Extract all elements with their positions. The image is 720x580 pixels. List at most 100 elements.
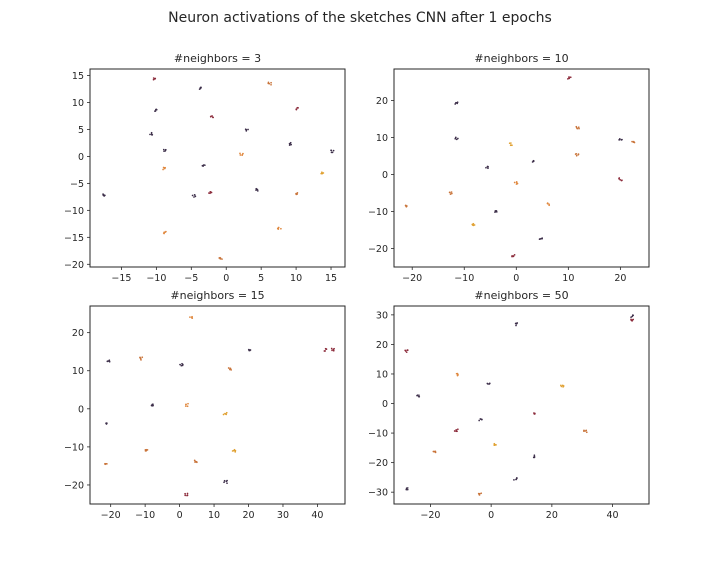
x-tick-label: −20: [101, 510, 121, 521]
x-tick-label: −20: [402, 273, 422, 284]
subplot-2: #neighbors = 10 −20 −10 0 10 20 −20 −10 0 10 20: [368, 52, 650, 284]
scatter-point: [575, 125, 578, 128]
cluster: [193, 459, 198, 464]
scatter-point: [154, 110, 157, 112]
scatter-point: [569, 76, 572, 79]
scatter-point: [456, 102, 459, 105]
cluster: [162, 230, 167, 235]
scatter-point: [221, 258, 223, 260]
scatter-point: [576, 127, 579, 130]
scatter-point: [290, 143, 292, 146]
scatter-point: [333, 347, 335, 350]
scatter-point: [434, 450, 437, 453]
cluster: [508, 142, 513, 147]
scatter-point: [418, 394, 420, 397]
scatter-point: [244, 128, 247, 131]
cluster: [323, 347, 328, 352]
scatter-point: [184, 492, 186, 495]
cluster: [454, 136, 459, 141]
scatter-point: [196, 461, 198, 464]
scatter-point: [533, 454, 536, 457]
subplot-grid: #neighbors = 3 −15 −10 −5 0 5 10 15 −20 −15 −10 −5 0…: [64, 52, 650, 521]
scatter-point: [247, 348, 250, 351]
cluster: [105, 422, 108, 425]
scatter-point: [584, 430, 586, 432]
cluster: [149, 131, 154, 136]
cluster: [631, 140, 636, 144]
x-tick-label: 30: [277, 510, 289, 521]
scatter-point: [618, 138, 621, 140]
scatter-point: [187, 402, 189, 405]
x-tick-label: 0: [488, 510, 494, 521]
scatter-point: [577, 153, 580, 156]
scatter-point: [630, 318, 632, 321]
scatter-point: [184, 405, 187, 407]
scatter-point: [583, 430, 585, 432]
scatter-point: [277, 228, 280, 230]
x-tick-label: 20: [546, 510, 558, 521]
cluster: [477, 492, 483, 496]
cluster: [533, 412, 536, 415]
scatter-point: [455, 101, 457, 104]
y-tick-label: 20: [376, 340, 388, 351]
x-tick-label: 5: [258, 273, 264, 284]
scatter-point: [223, 479, 226, 482]
scatter-point: [532, 160, 535, 163]
cluster: [288, 141, 292, 147]
scatter-point: [146, 449, 149, 451]
scatter-point: [330, 347, 333, 350]
cluster: [150, 403, 154, 407]
scatter-point: [209, 192, 211, 195]
scatter-point: [568, 76, 570, 78]
scatter-point: [193, 194, 196, 196]
scatter-point: [513, 181, 516, 184]
cluster: [152, 77, 157, 81]
cluster: [320, 171, 325, 175]
scatter-point: [331, 349, 333, 352]
cluster: [448, 191, 453, 195]
scatter-point: [193, 196, 195, 198]
scatter-point: [149, 133, 151, 136]
scatter-point: [620, 179, 623, 182]
scatter-point: [449, 191, 451, 194]
x-tick-label: −15: [111, 273, 131, 284]
scatter-point: [513, 253, 516, 256]
scatter-point: [163, 167, 166, 170]
y-tick-label: −5: [70, 179, 84, 190]
cluster: [198, 86, 202, 91]
cluster: [218, 256, 223, 260]
scatter-point: [488, 383, 491, 385]
scatter-point: [473, 224, 476, 226]
x-tick-label: 0: [513, 273, 519, 284]
cluster: [201, 164, 206, 167]
scatter-point: [202, 164, 204, 167]
scatter-point: [186, 494, 189, 497]
cluster: [191, 194, 197, 198]
scatter-point: [179, 363, 181, 366]
scatter-point: [105, 462, 108, 465]
scatter-point: [324, 350, 327, 352]
cluster: [453, 428, 459, 433]
x-tick-label: 10: [290, 273, 302, 284]
cluster: [416, 394, 421, 398]
scatter-point: [229, 367, 232, 370]
scatter-point: [493, 442, 496, 445]
scatter-point: [108, 359, 111, 362]
scatter-point: [322, 172, 325, 174]
scatter-point: [288, 144, 291, 147]
cluster: [513, 477, 518, 481]
scatter-point: [219, 256, 221, 259]
scatter-point: [255, 189, 257, 191]
scatter-point: [180, 364, 183, 367]
scatter-point: [321, 171, 323, 174]
cluster: [630, 318, 635, 322]
scatter-point: [230, 368, 233, 371]
y-tick-label: −20: [64, 480, 84, 491]
scatter-point: [619, 178, 621, 181]
scatter-point: [548, 204, 551, 207]
scatter-point: [405, 351, 408, 354]
cluster: [583, 429, 588, 434]
scatter-point: [163, 231, 166, 234]
y-tick-label: 0: [78, 152, 84, 163]
y-tick-label: −20: [368, 244, 388, 255]
